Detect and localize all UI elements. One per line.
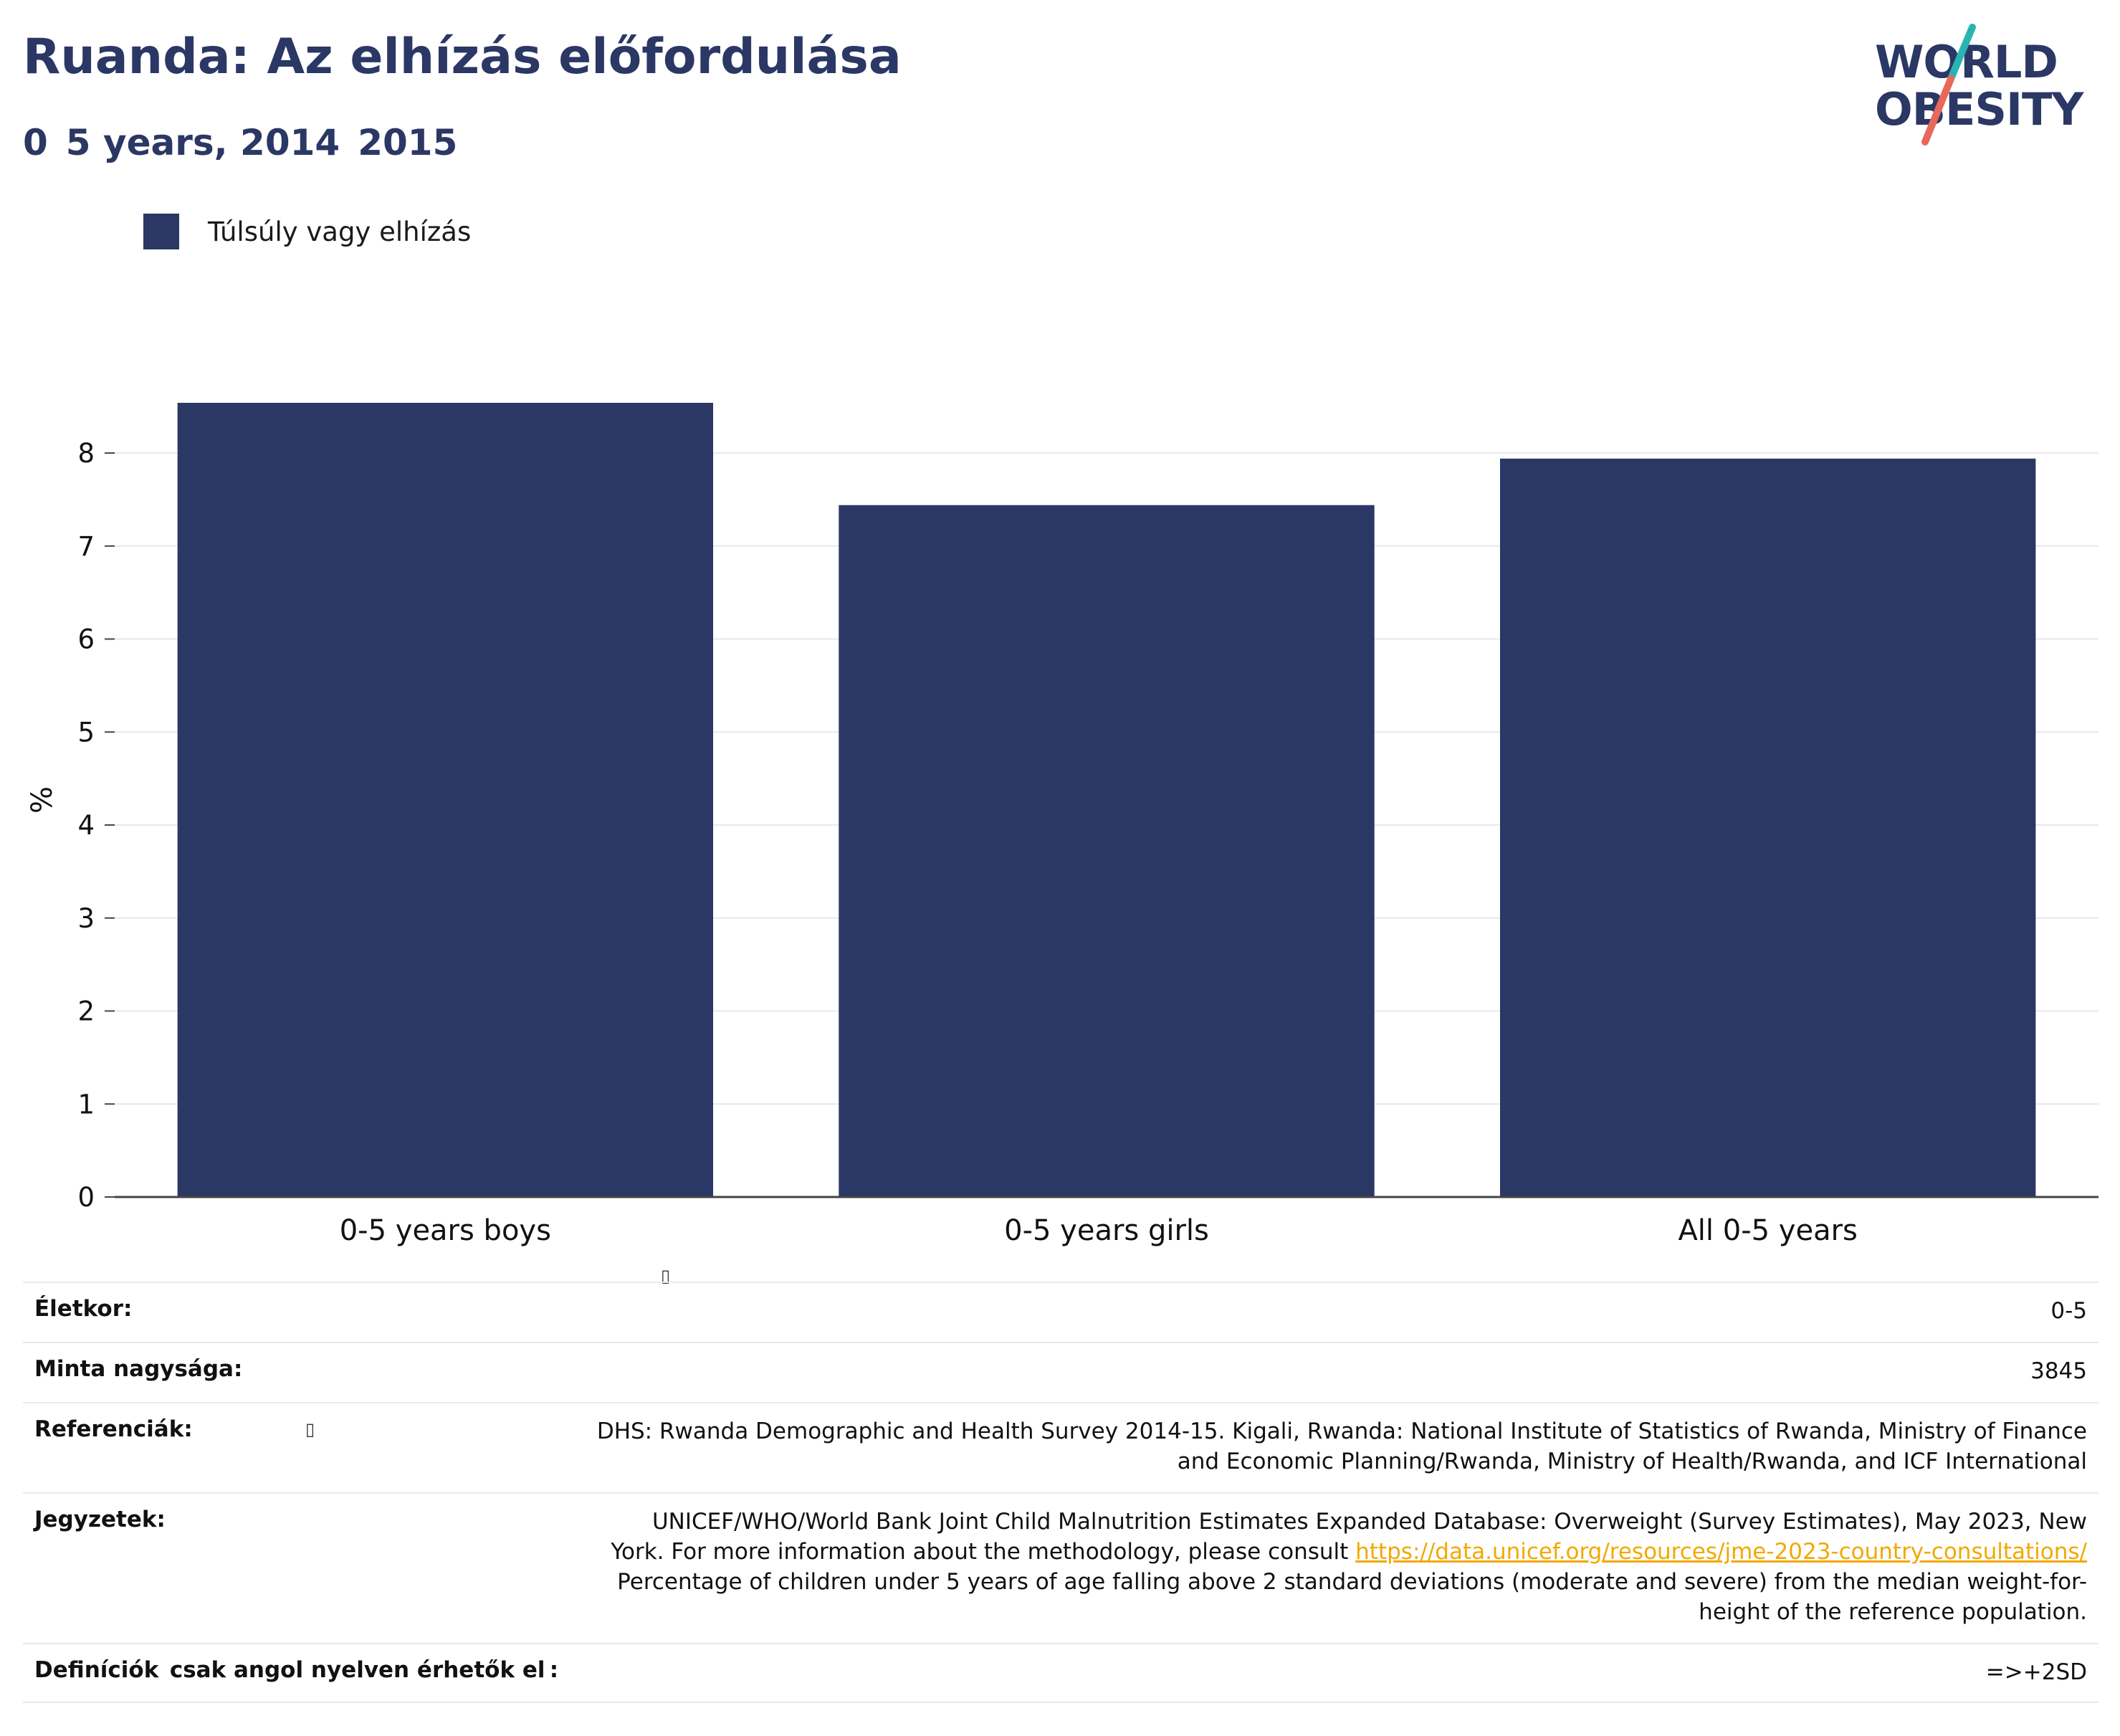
methodology-link[interactable]: https://data.unicef.org/resources/jme-20… bbox=[1355, 1539, 2087, 1565]
y-tick-label: 1 bbox=[77, 1089, 95, 1120]
legend-swatch bbox=[143, 214, 179, 249]
notes-label: Jegyzetek: bbox=[34, 1507, 166, 1532]
y-tick-label: 7 bbox=[77, 531, 95, 562]
info-row-definitions: Definíciók csak angol nyelven érhetők el… bbox=[23, 1643, 2098, 1703]
info-row-references: Referenciák: DHS: Rwanda Demographic and… bbox=[23, 1402, 2098, 1492]
age-value: 0-5 bbox=[2050, 1298, 2087, 1324]
y-tick-label: 2 bbox=[77, 996, 95, 1027]
references-label: Referenciák: bbox=[34, 1416, 193, 1442]
bar-chart: 0 1 2 3 4 5 6 7 8 0-5 years boys 0-5 years girls A… bbox=[26, 403, 2098, 1247]
references-value: DHS: Rwanda Demographic and Health Surve… bbox=[597, 1416, 2087, 1477]
age-label: Életkor: bbox=[34, 1296, 133, 1322]
info-row-notes: Jegyzetek: UNICEF/WHO/World Bank Joint C… bbox=[23, 1492, 2098, 1643]
notes-value: UNICEF/WHO/World Bank Joint Child Malnut… bbox=[611, 1507, 2087, 1627]
chart-bars bbox=[177, 403, 2036, 1197]
references-line: DHS: Rwanda Demographic and Health Surve… bbox=[596, 1418, 2087, 1444]
y-tick-label: 6 bbox=[77, 624, 95, 655]
x-tick-label: All 0-5 years bbox=[1678, 1214, 1857, 1247]
x-axis-ticks: 0-5 years boys 0-5 years girls All 0-5 yea… bbox=[340, 1214, 1858, 1247]
y-tick-label: 3 bbox=[77, 903, 95, 934]
world-obesity-logo: WORLD OBESITY bbox=[1871, 22, 2107, 151]
sample-value: 3845 bbox=[2030, 1358, 2087, 1384]
notes-line: York. For more information about the met… bbox=[611, 1537, 2087, 1567]
y-tick-label: 8 bbox=[77, 438, 95, 469]
y-axis-ticks: 0 1 2 3 4 5 6 7 8 bbox=[77, 438, 115, 1213]
info-table: Életkor: 0-5 Minta nagysága: 3845 Refere… bbox=[23, 1282, 2098, 1703]
bar bbox=[1499, 458, 2036, 1197]
page-subtitle: 0 5 years, 2014 2015 bbox=[23, 122, 458, 163]
chart-legend[interactable]: Túlsúly vagy elhízás bbox=[143, 212, 471, 251]
info-icon[interactable]: ▯ bbox=[305, 1419, 315, 1439]
sample-label: Minta nagysága: bbox=[34, 1356, 243, 1382]
info-row-age: Életkor: 0-5 bbox=[23, 1282, 2098, 1342]
bar bbox=[839, 505, 1375, 1197]
info-row-sample: Minta nagysága: 3845 bbox=[23, 1342, 2098, 1402]
info-icon[interactable]: ▯ bbox=[661, 1266, 671, 1286]
x-tick-label: 0-5 years boys bbox=[340, 1214, 551, 1247]
y-tick-label: 0 bbox=[77, 1182, 95, 1213]
y-tick-label: 4 bbox=[77, 810, 95, 841]
page-title: Ruanda: Az elhízás előfordulása bbox=[23, 29, 902, 85]
notes-line: Percentage of children under 5 years of … bbox=[617, 1569, 2087, 1595]
logo-slash-icon bbox=[1921, 24, 1976, 146]
y-axis-label: % bbox=[26, 786, 59, 814]
notes-line-prefix: York. For more information about the met… bbox=[611, 1539, 1356, 1565]
y-tick-label: 5 bbox=[77, 717, 95, 748]
logo-line2: OBESITY bbox=[1875, 83, 2083, 135]
legend-label: Túlsúly vagy elhízás bbox=[208, 216, 472, 247]
references-line: and Economic Planning/Rwanda, Ministry o… bbox=[1177, 1449, 2087, 1474]
bar bbox=[177, 403, 714, 1197]
notes-line: UNICEF/WHO/World Bank Joint Child Malnut… bbox=[651, 1509, 2087, 1535]
definitions-value: =>+2SD bbox=[1985, 1659, 2087, 1685]
definitions-label: Definíciók csak angol nyelven érhetők el… bbox=[34, 1657, 559, 1683]
notes-line: height of the reference population. bbox=[1699, 1599, 2087, 1625]
x-tick-label: 0-5 years girls bbox=[1004, 1214, 1209, 1247]
